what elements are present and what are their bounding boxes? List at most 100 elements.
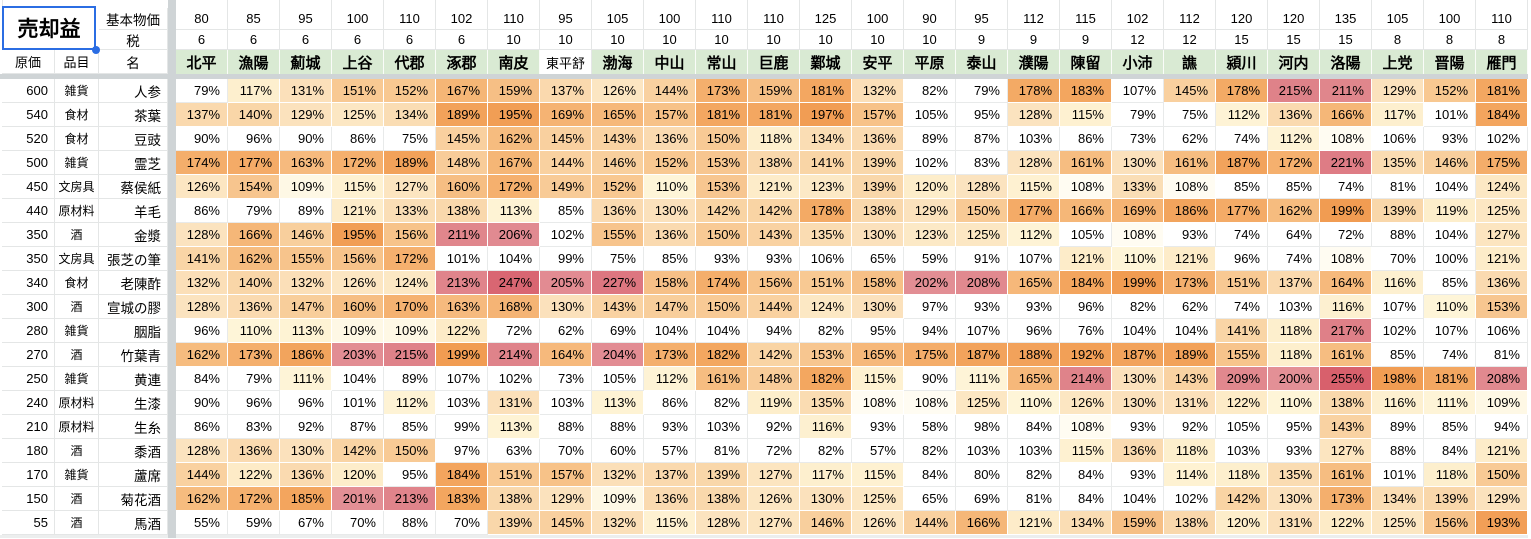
- profit-cell[interactable]: 160%: [332, 295, 384, 319]
- base-price-cell[interactable]: 102: [436, 8, 488, 30]
- profit-cell[interactable]: 137%: [540, 79, 592, 103]
- profit-cell[interactable]: 110%: [1424, 295, 1476, 319]
- profit-cell[interactable]: 59%: [228, 511, 280, 535]
- tax-cell[interactable]: 8: [1424, 30, 1476, 50]
- city-header-cell[interactable]: 小沛: [1112, 50, 1164, 74]
- profit-cell[interactable]: 169%: [540, 103, 592, 127]
- profit-cell[interactable]: 129%: [1372, 79, 1424, 103]
- profit-cell[interactable]: 116%: [1372, 391, 1424, 415]
- profit-cell[interactable]: 136%: [1268, 103, 1320, 127]
- profit-cell[interactable]: 127%: [384, 175, 436, 199]
- profit-cell[interactable]: 150%: [696, 295, 748, 319]
- profit-cell[interactable]: 104%: [488, 247, 540, 271]
- profit-cell[interactable]: 95%: [384, 463, 436, 487]
- city-header-cell[interactable]: 河内: [1268, 50, 1320, 74]
- category-cell[interactable]: 食材: [55, 127, 99, 151]
- profit-cell[interactable]: 85%: [1216, 175, 1268, 199]
- profit-cell[interactable]: 145%: [540, 127, 592, 151]
- profit-cell[interactable]: 202%: [904, 271, 956, 295]
- item-name-cell[interactable]: 黄連: [99, 367, 168, 391]
- profit-cell[interactable]: 159%: [1112, 511, 1164, 535]
- city-header-cell[interactable]: 薊城: [280, 50, 332, 74]
- profit-cell[interactable]: 189%: [1164, 343, 1216, 367]
- profit-cell[interactable]: 214%: [488, 343, 540, 367]
- profit-cell[interactable]: 206%: [488, 223, 540, 247]
- profit-cell[interactable]: 161%: [696, 367, 748, 391]
- profit-cell[interactable]: 130%: [852, 223, 904, 247]
- profit-cell[interactable]: 217%: [1320, 319, 1372, 343]
- city-header-cell[interactable]: 渤海: [592, 50, 644, 74]
- item-name-cell[interactable]: 羊毛: [99, 199, 168, 223]
- tax-cell[interactable]: 9: [1060, 30, 1112, 50]
- tax-cell[interactable]: 10: [696, 30, 748, 50]
- profit-cell[interactable]: 159%: [488, 79, 540, 103]
- item-name-cell[interactable]: 蔡侯紙: [99, 175, 168, 199]
- profit-cell[interactable]: 198%: [1372, 367, 1424, 391]
- profit-cell[interactable]: 137%: [644, 463, 696, 487]
- profit-cell[interactable]: 93%: [1268, 439, 1320, 463]
- profit-cell[interactable]: 97%: [436, 439, 488, 463]
- profit-cell[interactable]: 148%: [748, 367, 800, 391]
- profit-cell[interactable]: 62%: [1164, 295, 1216, 319]
- profit-cell[interactable]: 146%: [280, 223, 332, 247]
- header-name-label[interactable]: 名: [99, 50, 168, 74]
- cost-cell[interactable]: 240: [2, 391, 55, 415]
- profit-cell[interactable]: 118%: [748, 127, 800, 151]
- profit-cell[interactable]: 136%: [1112, 439, 1164, 463]
- profit-cell[interactable]: 118%: [1268, 319, 1320, 343]
- profit-cell[interactable]: 70%: [436, 511, 488, 535]
- profit-cell[interactable]: 145%: [436, 127, 488, 151]
- city-header-cell[interactable]: 中山: [644, 50, 696, 74]
- profit-cell[interactable]: 181%: [748, 103, 800, 127]
- profit-cell[interactable]: 152%: [592, 175, 644, 199]
- item-name-cell[interactable]: 竹葉青: [99, 343, 168, 367]
- profit-cell[interactable]: 172%: [332, 151, 384, 175]
- profit-cell[interactable]: 120%: [332, 463, 384, 487]
- profit-cell[interactable]: 93%: [1008, 295, 1060, 319]
- profit-cell[interactable]: 105%: [904, 103, 956, 127]
- profit-cell[interactable]: 158%: [852, 271, 904, 295]
- profit-cell[interactable]: 107%: [1008, 247, 1060, 271]
- profit-cell[interactable]: 108%: [1320, 127, 1372, 151]
- profit-cell[interactable]: 183%: [1060, 79, 1112, 103]
- profit-cell[interactable]: 149%: [540, 175, 592, 199]
- base-price-cell[interactable]: 100: [332, 8, 384, 30]
- category-cell[interactable]: 酒: [55, 295, 99, 319]
- tax-cell[interactable]: 15: [1268, 30, 1320, 50]
- profit-cell[interactable]: 116%: [1372, 271, 1424, 295]
- profit-cell[interactable]: 130%: [1112, 151, 1164, 175]
- profit-cell[interactable]: 163%: [280, 151, 332, 175]
- profit-cell[interactable]: 177%: [1216, 199, 1268, 223]
- profit-cell[interactable]: 100%: [1424, 247, 1476, 271]
- profit-cell[interactable]: 105%: [592, 367, 644, 391]
- profit-cell[interactable]: 150%: [696, 127, 748, 151]
- profit-cell[interactable]: 114%: [1164, 463, 1216, 487]
- profit-cell[interactable]: 79%: [176, 79, 228, 103]
- profit-cell[interactable]: 151%: [1216, 271, 1268, 295]
- profit-cell[interactable]: 199%: [436, 343, 488, 367]
- category-cell[interactable]: 雑貨: [55, 151, 99, 175]
- tax-cell[interactable]: 6: [436, 30, 488, 50]
- profit-cell[interactable]: 87%: [332, 415, 384, 439]
- cost-cell[interactable]: 520: [2, 127, 55, 151]
- profit-cell[interactable]: 132%: [592, 463, 644, 487]
- profit-cell[interactable]: 192%: [1060, 343, 1112, 367]
- profit-cell[interactable]: 121%: [1476, 247, 1528, 271]
- profit-cell[interactable]: 117%: [1372, 103, 1424, 127]
- header-cost-label[interactable]: 原価: [2, 50, 55, 74]
- profit-cell[interactable]: 130%: [1112, 367, 1164, 391]
- profit-cell[interactable]: 121%: [1008, 511, 1060, 535]
- profit-cell[interactable]: 110%: [228, 319, 280, 343]
- profit-cell[interactable]: 75%: [1164, 103, 1216, 127]
- profit-cell[interactable]: 110%: [1008, 391, 1060, 415]
- profit-cell[interactable]: 122%: [228, 463, 280, 487]
- profit-cell[interactable]: 130%: [1268, 487, 1320, 511]
- profit-cell[interactable]: 72%: [488, 319, 540, 343]
- profit-cell[interactable]: 115%: [332, 175, 384, 199]
- profit-cell[interactable]: 74%: [1216, 223, 1268, 247]
- profit-cell[interactable]: 92%: [1164, 415, 1216, 439]
- profit-cell[interactable]: 126%: [1060, 391, 1112, 415]
- profit-cell[interactable]: 69%: [956, 487, 1008, 511]
- item-name-cell[interactable]: 生漆: [99, 391, 168, 415]
- profit-cell[interactable]: 146%: [1424, 151, 1476, 175]
